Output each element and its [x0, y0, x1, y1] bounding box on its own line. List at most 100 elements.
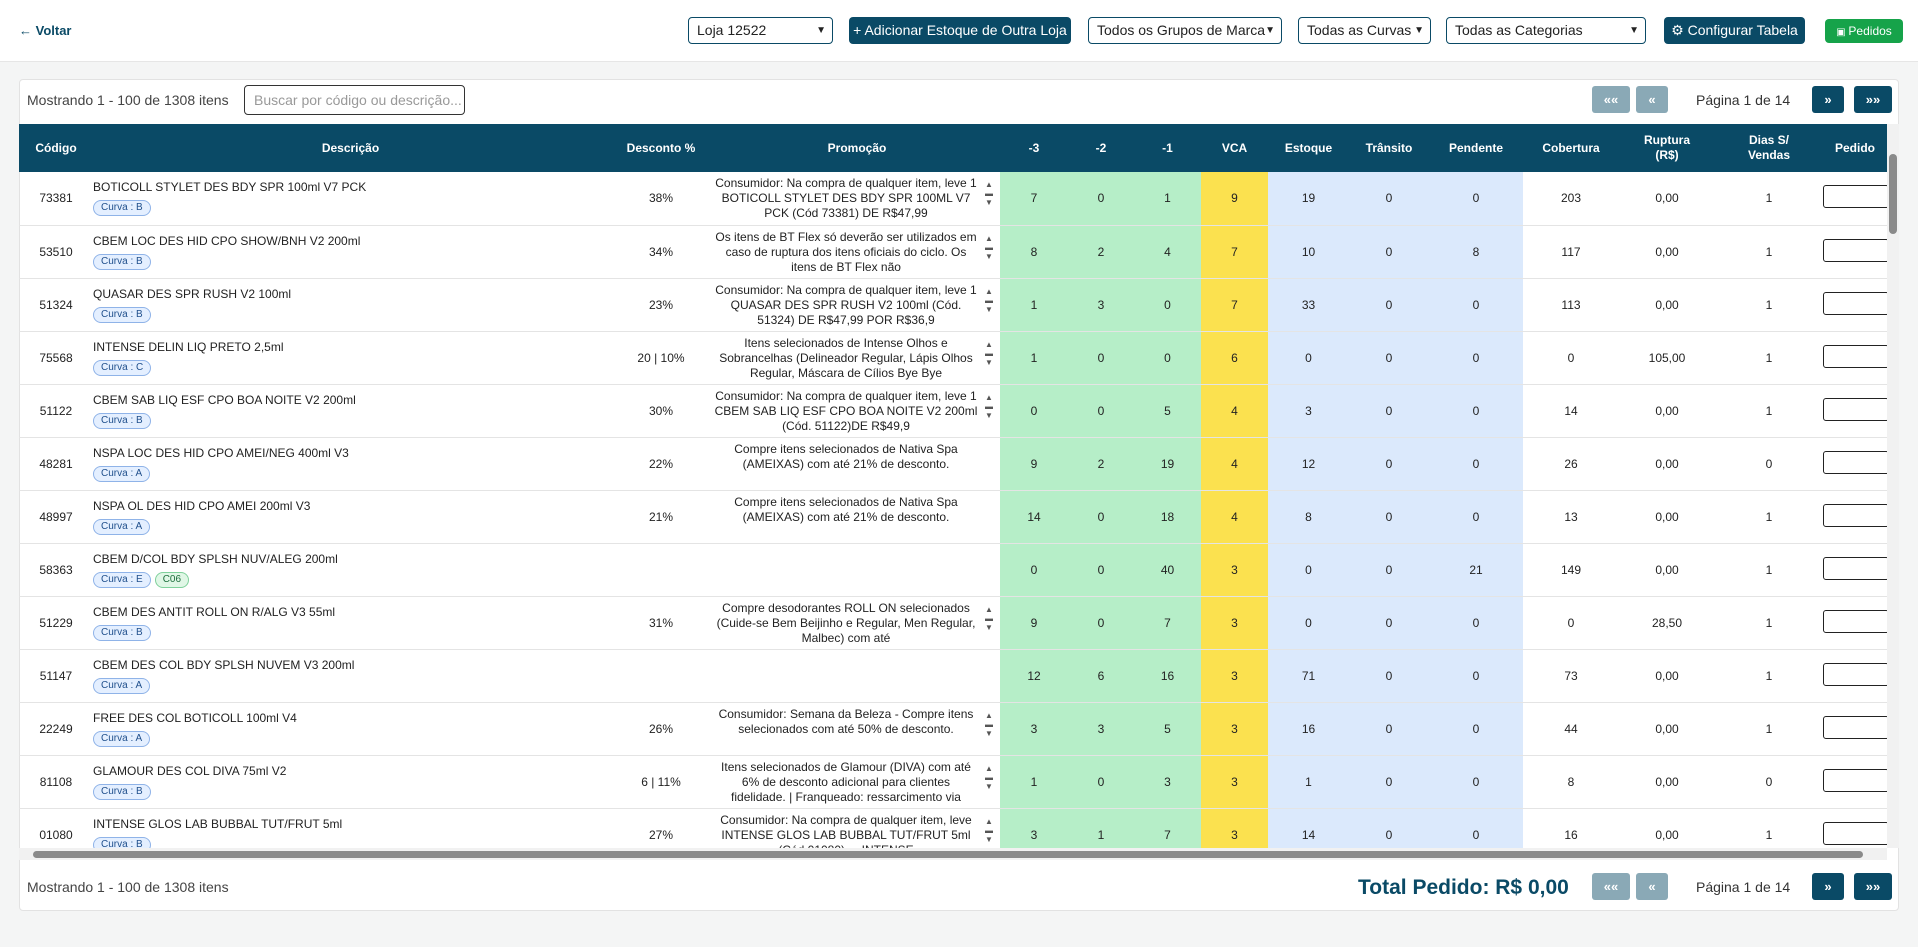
col-header-codigo[interactable]: Código	[19, 124, 93, 172]
horizontal-scroll-thumb[interactable]	[33, 851, 1863, 858]
prev-page-button[interactable]: «	[1636, 86, 1668, 113]
cell-discount: 21%	[608, 490, 714, 544]
curve-badge: Curva : B	[93, 306, 151, 323]
promotion-text: Compre itens selecionados de Nativa Spa …	[734, 494, 958, 524]
cell-coverage: 73	[1523, 649, 1619, 703]
back-link[interactable]: ← Voltar	[19, 23, 72, 38]
table-row: 81108 GLAMOUR DES COL DIVA 75ml V2 Curva…	[19, 755, 1887, 809]
cell-pending: 0	[1429, 649, 1523, 703]
order-quantity-input[interactable]	[1823, 821, 1887, 845]
table-row: 73381 BOTICOLL STYLET DES BDY SPR 100ml …	[19, 172, 1887, 226]
col-header-m2[interactable]: -2	[1068, 124, 1134, 172]
cell-stock: 8	[1268, 490, 1349, 544]
promo-scroll-icon[interactable]: ▲ ▬ ▼	[985, 180, 993, 208]
vertical-scrollbar[interactable]	[1887, 124, 1899, 848]
col-header-pedido[interactable]: Pedido	[1823, 124, 1887, 172]
cell-m1: 7	[1134, 596, 1201, 650]
order-quantity-input[interactable]	[1823, 662, 1887, 686]
product-description: BOTICOLL STYLET DES BDY SPR 100ml V7 PCK	[93, 180, 367, 195]
first-page-button[interactable]: ««	[1592, 86, 1630, 113]
order-quantity-input[interactable]	[1823, 768, 1887, 792]
add-stock-button[interactable]: + Adicionar Estoque de Outra Loja	[849, 17, 1071, 44]
promo-scroll-icon[interactable]: ▲ ▬ ▼	[985, 233, 993, 261]
last-page-button[interactable]: »»	[1854, 86, 1892, 113]
col-header-m1[interactable]: -1	[1134, 124, 1201, 172]
orders-button[interactable]: ▣ Pedidos	[1825, 19, 1903, 43]
col-header-dias[interactable]: Dias S/ Vendas	[1715, 124, 1823, 172]
cell-days: 1	[1715, 490, 1823, 544]
store-select[interactable]: Loja 12522 ▼	[688, 17, 833, 44]
cell-stock: 71	[1268, 649, 1349, 703]
cell-discount: 27%	[608, 808, 714, 848]
brand-group-select[interactable]: Todos os Grupos de Marca ▼	[1088, 17, 1282, 44]
cell-description: CBEM LOC DES HID CPO SHOW/BNH V2 200ml C…	[93, 225, 608, 279]
order-quantity-input[interactable]	[1823, 450, 1887, 474]
configure-table-button[interactable]: ⚙ Configurar Tabela	[1664, 17, 1805, 44]
horizontal-scrollbar[interactable]	[19, 848, 1887, 860]
order-quantity-input[interactable]	[1823, 503, 1887, 527]
vertical-scroll-thumb[interactable]	[1889, 154, 1897, 234]
col-header-desconto[interactable]: Desconto %	[608, 124, 714, 172]
col-header-cobertura[interactable]: Cobertura	[1523, 124, 1619, 172]
table-row: 48281 NSPA LOC DES HID CPO AMEI/NEG 400m…	[19, 437, 1887, 491]
cell-stock: 33	[1268, 278, 1349, 332]
promo-scroll-icon[interactable]: ▲ ▬ ▼	[985, 763, 993, 791]
chevron-down-icon: ▼	[1629, 25, 1639, 36]
col-header-promocao[interactable]: Promoção	[714, 124, 1000, 172]
next-page-button[interactable]: »	[1812, 86, 1844, 113]
cell-m2: 2	[1068, 437, 1134, 491]
order-quantity-input[interactable]	[1823, 715, 1887, 739]
cell-promotion: Itens selecionados de Intense Olhos e So…	[714, 331, 1000, 385]
category-select[interactable]: Todas as Categorias ▼	[1446, 17, 1646, 44]
promo-scroll-icon[interactable]: ▲ ▬ ▼	[985, 286, 993, 314]
cell-discount: 30%	[608, 384, 714, 438]
cell-pending: 21	[1429, 543, 1523, 597]
order-quantity-input[interactable]	[1823, 609, 1887, 633]
cell-order	[1823, 808, 1887, 848]
promo-scroll-icon[interactable]: ▲ ▬ ▼	[985, 710, 993, 738]
first-page-button-bottom[interactable]: ««	[1592, 873, 1630, 900]
cell-m2: 3	[1068, 702, 1134, 756]
cell-description: BOTICOLL STYLET DES BDY SPR 100ml V7 PCK…	[93, 172, 608, 226]
col-header-transito[interactable]: Trânsito	[1349, 124, 1429, 172]
order-quantity-input[interactable]	[1823, 238, 1887, 262]
cell-order	[1823, 331, 1887, 385]
curve-select[interactable]: Todas as Curvas ▼	[1298, 17, 1431, 44]
cell-days: 1	[1715, 649, 1823, 703]
next-page-button-bottom[interactable]: »	[1812, 873, 1844, 900]
search-input[interactable]: Buscar por código ou descrição...	[244, 85, 465, 115]
cell-code: 51122	[19, 384, 93, 438]
promotion-text: Consumidor: Semana da Beleza - Compre it…	[718, 706, 974, 736]
cell-m3: 9	[1000, 437, 1068, 491]
col-header-m3[interactable]: -3	[1000, 124, 1068, 172]
order-quantity-input[interactable]	[1823, 397, 1887, 421]
cell-code: 48281	[19, 437, 93, 491]
promo-scroll-icon[interactable]: ▲ ▬ ▼	[985, 816, 993, 844]
cell-vca: 3	[1201, 702, 1268, 756]
last-page-button-bottom[interactable]: »»	[1854, 873, 1892, 900]
cell-days: 1	[1715, 278, 1823, 332]
order-quantity-input[interactable]	[1823, 291, 1887, 315]
promo-scroll-icon[interactable]: ▲ ▬ ▼	[985, 339, 993, 367]
cell-code: 73381	[19, 172, 93, 226]
cell-m1: 0	[1134, 278, 1201, 332]
cell-coverage: 0	[1523, 596, 1619, 650]
prev-page-button-bottom[interactable]: «	[1636, 873, 1668, 900]
col-header-pendente[interactable]: Pendente	[1429, 124, 1523, 172]
order-quantity-input[interactable]	[1823, 344, 1887, 368]
promo-scroll-icon[interactable]: ▲ ▬ ▼	[985, 392, 993, 420]
order-quantity-input[interactable]	[1823, 185, 1887, 209]
cell-promotion: Compre itens selecionados de Nativa Spa …	[714, 437, 1000, 491]
col-header-vca[interactable]: VCA	[1201, 124, 1268, 172]
cell-coverage: 149	[1523, 543, 1619, 597]
promo-scroll-icon[interactable]: ▲ ▬ ▼	[985, 604, 993, 632]
col-header-estoque[interactable]: Estoque	[1268, 124, 1349, 172]
cell-days: 1	[1715, 702, 1823, 756]
cell-description: QUASAR DES SPR RUSH V2 100ml Curva : B	[93, 278, 608, 332]
col-header-ruptura[interactable]: Ruptura (R$)	[1619, 124, 1715, 172]
cell-pending: 0	[1429, 808, 1523, 848]
col-header-descricao[interactable]: Descrição	[93, 124, 608, 172]
cell-rupture: 105,00	[1619, 331, 1715, 385]
order-quantity-input[interactable]	[1823, 556, 1887, 580]
promotion-text: Consumidor: Na compra de qualquer item, …	[720, 812, 972, 849]
